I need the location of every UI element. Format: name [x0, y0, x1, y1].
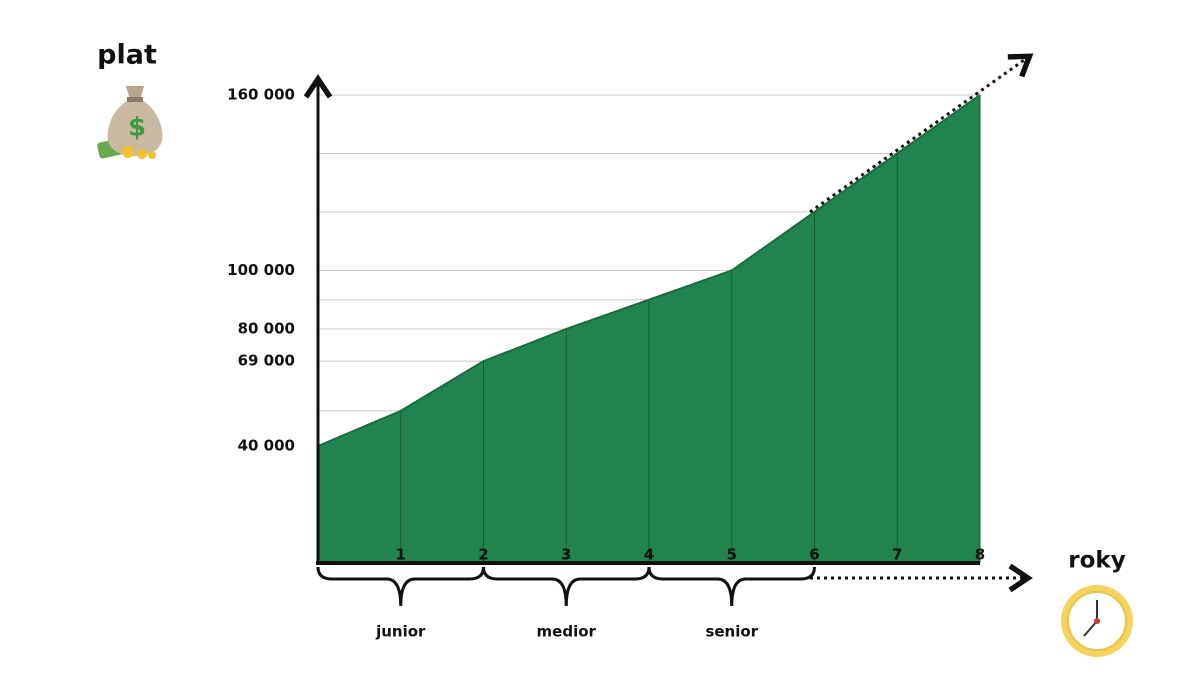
phase-label: medior — [537, 623, 597, 641]
x-tick-label: 6 — [809, 546, 819, 564]
phase-label: junior — [375, 623, 426, 641]
y-tick-label: 100 000 — [227, 261, 295, 279]
x-tick-label: 7 — [892, 546, 902, 564]
y-tick-label: 80 000 — [238, 320, 295, 338]
y-tick-label: 40 000 — [238, 437, 295, 455]
phase-label: senior — [705, 623, 758, 641]
trend-arrow — [809, 53, 1034, 214]
x-tick-label: 4 — [644, 546, 654, 564]
y-tick-label: 160 000 — [227, 86, 295, 104]
money-icon: $ — [97, 86, 163, 159]
svg-text:$: $ — [128, 113, 146, 143]
phase-brace — [647, 566, 816, 607]
area-layer — [317, 94, 981, 563]
clock-icon — [1061, 585, 1133, 657]
x-tick-label: 2 — [478, 546, 488, 564]
x-tick-label: 3 — [561, 546, 571, 564]
x-axis-title: roky — [1068, 548, 1125, 574]
phase-brace — [316, 566, 485, 607]
x-tick-label: 5 — [727, 546, 737, 564]
phase-brace — [482, 566, 651, 607]
y-tick-label: 69 000 — [238, 352, 295, 370]
x-tick-label: 1 — [396, 546, 406, 564]
y-axis-title: plat — [97, 40, 157, 71]
x-tick-label: 8 — [975, 546, 985, 564]
